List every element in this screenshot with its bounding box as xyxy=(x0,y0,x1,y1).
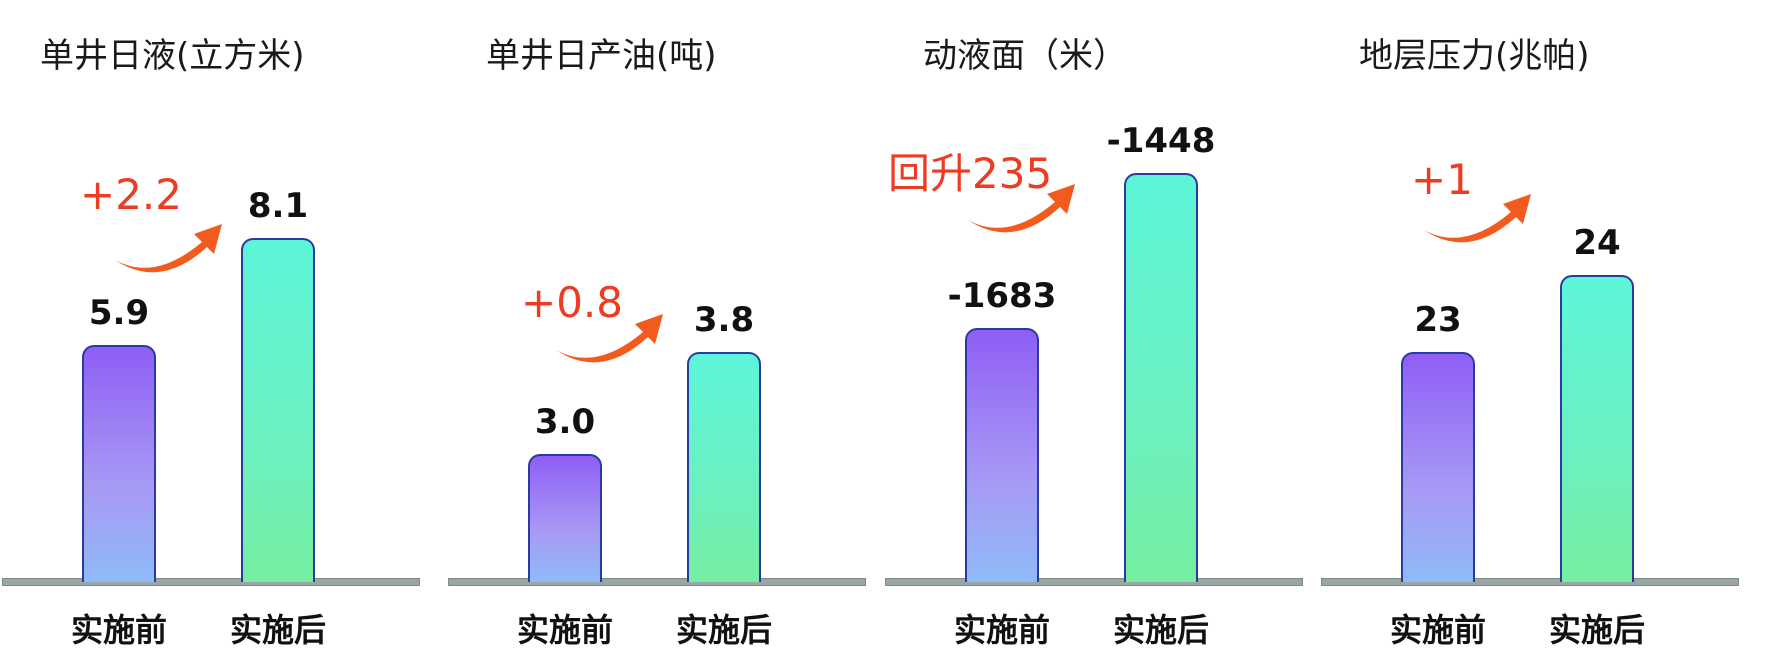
data-label: 5.9 xyxy=(88,292,150,333)
data-label: 3.8 xyxy=(693,300,755,340)
chart-panel: 单井日液(立方米) +2.2 5.9 实施前 8.1 实施后 xyxy=(0,0,425,671)
chart-panel: 动液面（米） 回升235 -1683 实施前 -1448 实施后 xyxy=(883,0,1308,671)
chart-title: 动液面（米） xyxy=(923,36,1127,76)
bar-after xyxy=(687,352,761,582)
category-label: 实施后 xyxy=(675,611,772,649)
data-label: -1448 xyxy=(1106,121,1216,162)
x-axis-line xyxy=(885,578,1303,586)
data-label: -1683 xyxy=(947,275,1057,316)
bar-before xyxy=(528,454,602,582)
bar-after xyxy=(241,238,315,582)
curved-arrow-icon xyxy=(115,224,222,273)
category-label: 实施后 xyxy=(229,611,326,649)
chart-panel: 地层压力(兆帕) +1 23 实施前 24 实施后 xyxy=(1319,0,1744,671)
bar-before xyxy=(1401,352,1475,582)
data-label: 8.1 xyxy=(247,186,309,227)
curved-arrow-icon xyxy=(556,314,663,363)
category-label: 实施前 xyxy=(516,611,613,649)
category-label: 实施前 xyxy=(1389,611,1486,649)
change-annotation: +2.2 xyxy=(80,170,182,219)
x-axis-line xyxy=(448,578,866,586)
category-label: 实施后 xyxy=(1112,611,1209,649)
category-label: 实施前 xyxy=(953,611,1050,649)
chart-title: 地层压力(兆帕) xyxy=(1359,36,1590,76)
chart-title: 单井日液(立方米) xyxy=(40,36,305,76)
x-axis-line xyxy=(2,578,420,586)
change-annotation: 回升235 xyxy=(888,149,1053,198)
bar-after xyxy=(1124,173,1198,582)
chart-title: 单井日产油(吨) xyxy=(486,36,717,76)
change-annotation: +1 xyxy=(1411,155,1473,204)
category-label: 实施前 xyxy=(70,611,167,649)
curved-arrow-icon xyxy=(1424,194,1531,243)
chart-panel: 单井日产油(吨) +0.8 3.0 实施前 3.8 实施后 xyxy=(446,0,871,671)
bar-after xyxy=(1560,275,1634,582)
x-axis-line xyxy=(1321,578,1739,586)
curved-arrow-icon xyxy=(968,184,1075,233)
data-label: 23 xyxy=(1414,300,1462,340)
category-label: 实施后 xyxy=(1548,611,1645,649)
bar-before xyxy=(82,344,156,582)
bar-before xyxy=(965,327,1039,582)
data-label: 3.0 xyxy=(534,402,596,443)
change-annotation: +0.8 xyxy=(521,278,623,327)
data-label: 24 xyxy=(1573,223,1621,264)
